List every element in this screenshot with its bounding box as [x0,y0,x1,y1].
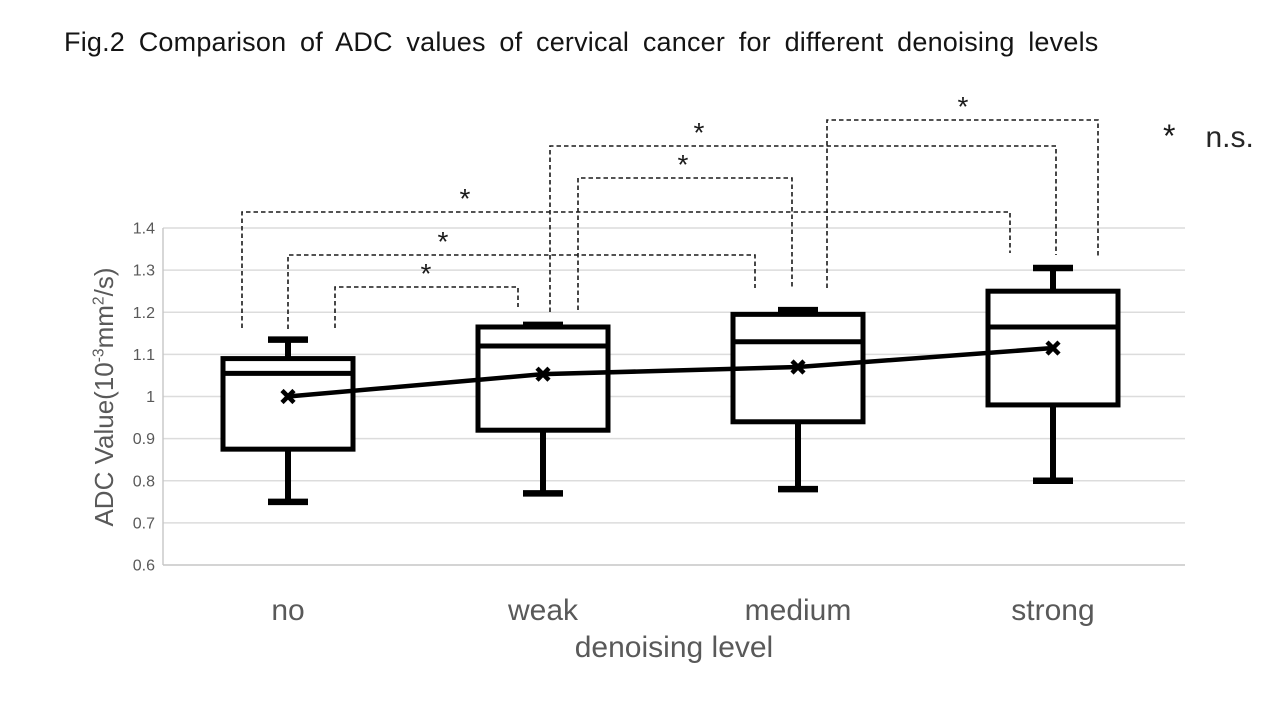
y-tick-label: 1.4 [133,221,155,238]
significance-asterisk: * [438,226,449,257]
y-tick-label: 1 [146,389,155,406]
significance-bracket-no-strong [241,211,1011,328]
y-tick-label: 0.6 [133,558,155,575]
x-category-label-weak: weak [507,594,579,627]
x-axis-title: denoising level [575,631,773,664]
x-category-label-medium: medium [745,594,852,627]
significance-bracket-weak-medium [577,177,793,310]
x-category-label-no: no [271,594,304,627]
significance-asterisk: * [460,183,471,214]
significance-asterisk: * [678,149,689,180]
mean-marker [790,359,806,375]
significance-bracket-medium-strong [826,119,1099,288]
mean-marker [1045,340,1061,356]
significance-legend: * n.s. [1163,118,1254,155]
y-tick-label: 0.8 [133,473,155,490]
significance-bracket-weak-strong [549,145,1057,312]
y-tick-label: 1.3 [133,263,155,280]
significance-bracket-no-medium [287,254,756,329]
y-tick-label: 1.2 [133,305,155,322]
y-tick-label: 1.1 [133,347,155,364]
significance-asterisk: * [421,258,432,289]
significance-asterisk: * [694,117,705,148]
mean-trend-line [287,345,1054,399]
mean-marker [535,366,551,382]
figure-title: Fig.2 Comparison of ADC values of cervic… [64,27,1099,57]
asterisk-symbol: * [1163,118,1176,154]
y-tick-label: 0.9 [133,431,155,448]
x-category-label-strong: strong [1011,594,1094,627]
significance-asterisk: * [958,91,969,122]
mean-marker [280,388,296,405]
y-tick-label: 0.7 [133,515,155,532]
significance-bracket-no-weak [334,286,519,328]
ns-label: n.s. [1205,121,1254,154]
